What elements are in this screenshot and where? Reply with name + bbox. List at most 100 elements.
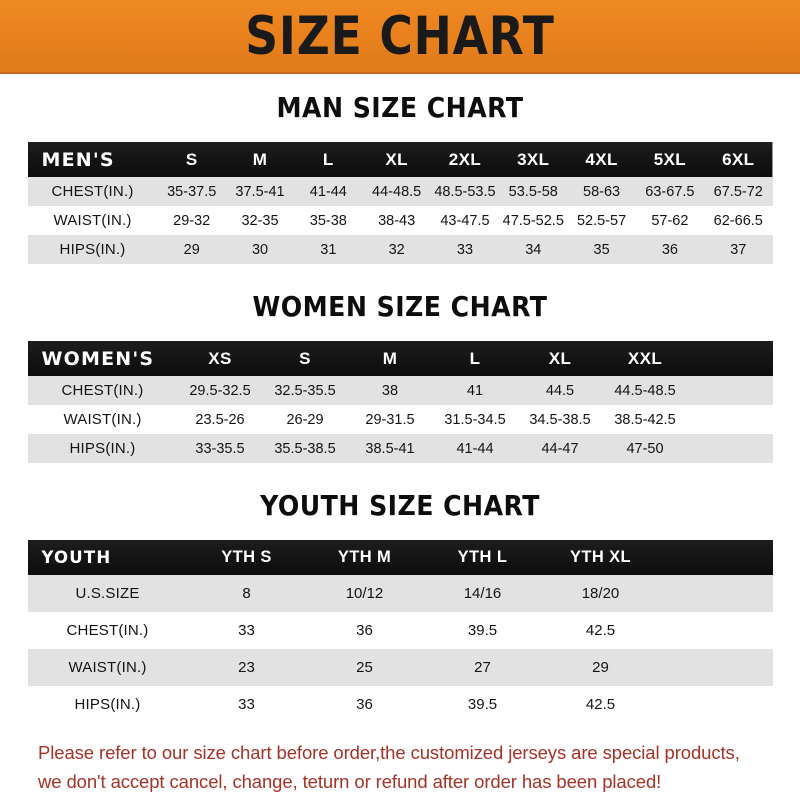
table-row: HIPS(IN.) 29 30 31 32 33 34 35 36 37 xyxy=(27,235,773,264)
women-cell-1-4: 34.5-38.5 xyxy=(529,411,591,428)
women-cell-1-0: 23.5-26 xyxy=(195,411,245,428)
table-row: WAIST(IN.) 23 25 27 29 xyxy=(27,649,773,686)
man-cell-1-0: 29-32 xyxy=(173,212,211,229)
man-cell-1-2: 35-38 xyxy=(309,212,347,229)
man-cell-1-7: 57-62 xyxy=(651,212,689,229)
women-table-header: WOMEN'S XS S M L XL XXL xyxy=(27,341,773,376)
man-cell-2-3: 32 xyxy=(388,241,405,258)
women-cell-1-3: 31.5-34.5 xyxy=(444,411,506,428)
youth-size-col-1: YTH M xyxy=(337,548,392,566)
youth-size-col-0: YTH S xyxy=(221,548,272,566)
women-cell-0-0: 29.5-32.5 xyxy=(189,382,251,399)
table-row: WAIST(IN.) 23.5-26 26-29 29-31.5 31.5-34… xyxy=(27,405,773,434)
man-cell-1-4: 43-47.5 xyxy=(440,212,490,229)
youth-cell-3-3: 42.5 xyxy=(585,696,616,713)
youth-cell-3-0: 33 xyxy=(238,696,255,713)
youth-cell-spacer xyxy=(660,686,773,723)
youth-cell-3-2: 39.5 xyxy=(467,696,498,713)
youth-table-header: YOUTH YTH S YTH M YTH L YTH XL xyxy=(27,540,773,575)
table-row: WAIST(IN.) 29-32 32-35 35-38 38-43 43-47… xyxy=(27,206,773,235)
youth-size-table-wrap: YOUTH YTH S YTH M YTH L YTH XL U.S.SIZE … xyxy=(27,540,773,723)
women-cell-2-5: 47-50 xyxy=(626,440,664,457)
man-size-col-4: 2XL xyxy=(448,149,482,169)
man-size-col-3: XL xyxy=(385,149,408,169)
women-cell-0-5: 44.5-48.5 xyxy=(614,382,676,399)
youth-cell-0-3: 18/20 xyxy=(581,585,620,602)
man-cell-2-8: 37 xyxy=(730,241,747,258)
man-cell-0-2: 41-44 xyxy=(309,183,347,200)
man-cell-0-3: 44-48.5 xyxy=(372,183,422,200)
man-cell-2-6: 35 xyxy=(593,241,610,258)
women-size-col-5: XXL xyxy=(627,348,663,368)
table-row: U.S.SIZE 8 10/12 14/16 18/20 xyxy=(27,575,773,612)
youth-section-title: YOUTH SIZE CHART xyxy=(260,489,540,522)
man-corner-label: MEN'S xyxy=(41,148,115,171)
youth-header-row: YOUTH YTH S YTH M YTH L YTH XL xyxy=(27,540,773,575)
man-table-header: MEN'S S M L XL 2XL 3XL 4XL 5XL 6XL xyxy=(27,142,773,177)
man-size-col-8: 6XL xyxy=(722,149,755,169)
table-row: HIPS(IN.) 33-35.5 35.5-38.5 38.5-41 41-4… xyxy=(27,434,773,463)
youth-row-label-1: CHEST(IN.) xyxy=(66,622,149,639)
man-cell-0-8: 67.5-72 xyxy=(713,183,763,200)
women-cell-0-1: 32.5-35.5 xyxy=(274,382,336,399)
man-cell-2-7: 36 xyxy=(661,241,678,258)
youth-table-body: U.S.SIZE 8 10/12 14/16 18/20 CHEST(IN.) … xyxy=(27,575,773,723)
youth-cell-1-3: 42.5 xyxy=(585,622,616,639)
women-cell-spacer xyxy=(688,434,773,463)
women-size-col-3: L xyxy=(469,348,481,368)
youth-cell-spacer xyxy=(660,575,773,612)
man-row-label-0: CHEST(IN.) xyxy=(51,183,134,200)
youth-cell-1-2: 39.5 xyxy=(467,622,498,639)
man-cell-0-5: 53.5-58 xyxy=(508,183,558,200)
women-table-body: CHEST(IN.) 29.5-32.5 32.5-35.5 38 41 44.… xyxy=(27,376,773,463)
man-cell-2-5: 34 xyxy=(525,241,542,258)
man-size-col-5: 3XL xyxy=(517,149,550,169)
women-header-row: WOMEN'S XS S M L XL XXL xyxy=(27,341,773,376)
page-title: SIZE CHART xyxy=(245,5,555,67)
man-size-table-wrap: MEN'S S M L XL 2XL 3XL 4XL 5XL 6XL CHEST… xyxy=(27,142,773,264)
women-cell-2-0: 33-35.5 xyxy=(195,440,245,457)
table-row: CHEST(IN.) 29.5-32.5 32.5-35.5 38 41 44.… xyxy=(27,376,773,405)
man-table-body: CHEST(IN.) 35-37.5 37.5-41 41-44 44-48.5… xyxy=(27,177,773,264)
women-cell-spacer xyxy=(688,405,773,434)
women-section-title: WOMEN SIZE CHART xyxy=(252,290,548,323)
youth-size-table: YOUTH YTH S YTH M YTH L YTH XL U.S.SIZE … xyxy=(27,540,773,723)
women-cell-spacer xyxy=(688,376,773,405)
footer-line-1: Please refer to our size chart before or… xyxy=(38,742,740,763)
man-section-title: MAN SIZE CHART xyxy=(276,91,524,124)
man-size-col-2: L xyxy=(322,149,334,169)
table-row: HIPS(IN.) 33 36 39.5 42.5 xyxy=(27,686,773,723)
man-row-label-2: HIPS(IN.) xyxy=(59,241,126,258)
women-cell-2-2: 38.5-41 xyxy=(365,440,415,457)
youth-cell-2-1: 25 xyxy=(356,659,373,676)
footer-disclaimer: Please refer to our size chart before or… xyxy=(20,739,780,796)
women-size-col-2: M xyxy=(382,348,398,368)
man-cell-1-1: 32-35 xyxy=(241,212,279,229)
man-row-label-1: WAIST(IN.) xyxy=(53,212,132,229)
youth-cell-1-0: 33 xyxy=(238,622,255,639)
women-cell-1-1: 26-29 xyxy=(286,411,324,428)
man-size-col-0: S xyxy=(185,149,198,169)
man-cell-0-0: 35-37.5 xyxy=(167,183,217,200)
women-cell-1-5: 38.5-42.5 xyxy=(614,411,676,428)
youth-header-spacer xyxy=(660,540,773,575)
women-size-table: WOMEN'S XS S M L XL XXL CHEST(IN.) 29.5-… xyxy=(27,341,773,463)
man-size-table: MEN'S S M L XL 2XL 3XL 4XL 5XL 6XL CHEST… xyxy=(27,142,773,264)
man-cell-2-1: 30 xyxy=(251,241,269,258)
women-cell-0-4: 44.5 xyxy=(545,382,575,399)
youth-row-label-3: HIPS(IN.) xyxy=(74,696,141,713)
page-banner: SIZE CHART xyxy=(0,0,800,74)
women-cell-2-1: 35.5-38.5 xyxy=(274,440,336,457)
man-cell-0-6: 58-63 xyxy=(583,183,621,200)
man-cell-1-8: 62-66.5 xyxy=(713,212,763,229)
youth-cell-spacer xyxy=(660,649,773,686)
women-cell-1-2: 29-31.5 xyxy=(365,411,415,428)
man-cell-2-0: 29 xyxy=(183,241,200,258)
youth-cell-1-1: 36 xyxy=(356,622,373,639)
women-size-col-1: S xyxy=(299,348,311,368)
man-cell-1-3: 38-43 xyxy=(378,212,416,229)
youth-row-label-2: WAIST(IN.) xyxy=(68,659,147,676)
youth-cell-2-0: 23 xyxy=(238,659,255,676)
women-header-spacer xyxy=(688,341,773,376)
women-cell-2-4: 44-47 xyxy=(541,440,579,457)
